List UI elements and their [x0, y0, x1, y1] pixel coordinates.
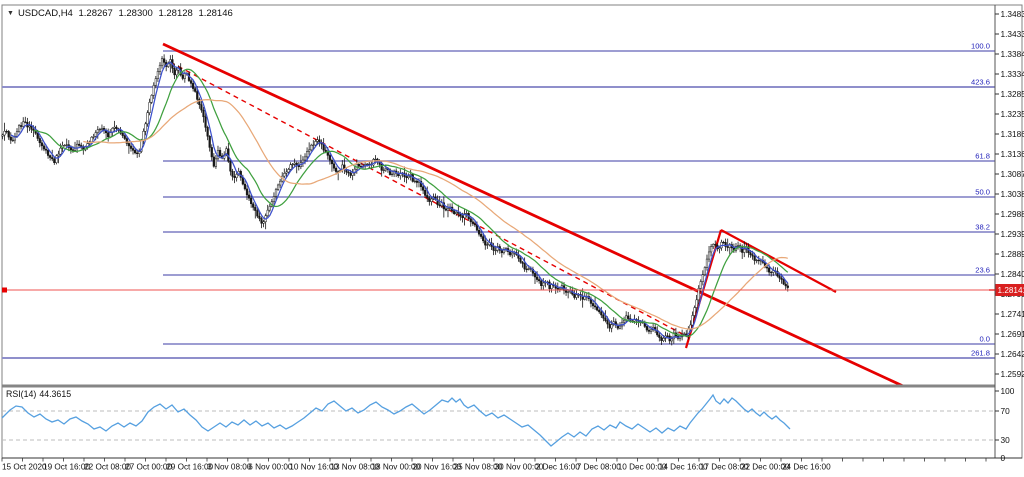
svg-text:1.28400: 1.28400: [1001, 269, 1024, 279]
svg-text:100.0: 100.0: [971, 42, 990, 51]
svg-text:1.33840: 1.33840: [1001, 49, 1024, 59]
svg-text:50.0: 50.0: [975, 188, 990, 197]
svg-text:1.29880: 1.29880: [1001, 209, 1024, 219]
ohlc-low: 1.28128: [158, 8, 193, 19]
rsi-line: [1, 393, 791, 447]
svg-text:23.6: 23.6: [975, 266, 990, 275]
svg-text:100: 100: [1001, 386, 1015, 396]
svg-text:1.31860: 1.31860: [1001, 129, 1024, 139]
svg-text:1.28890: 1.28890: [1001, 249, 1024, 259]
svg-text:1.34830: 1.34830: [1001, 9, 1024, 19]
svg-text:22 Oct 08:00: 22 Oct 08:00: [84, 463, 131, 472]
ma-fast: [10, 61, 789, 339]
chart-title: ▼ USDCAD,H4 1.28267 1.28300 1.28128 1.281…: [7, 8, 236, 19]
svg-text:13 Nov 08:00: 13 Nov 08:00: [330, 463, 379, 472]
rsi-panel[interactable]: 100 70 30 0: [1, 386, 1015, 463]
svg-text:20 Nov 16:00: 20 Nov 16:00: [413, 463, 462, 472]
svg-text:3 Nov 08:00: 3 Nov 08:00: [207, 463, 252, 472]
svg-text:19 Oct 16:00: 19 Oct 16:00: [43, 463, 90, 472]
svg-text:14 Dec 16:00: 14 Dec 16:00: [659, 463, 708, 472]
ohlc-high: 1.28300: [118, 8, 153, 19]
svg-text:6 Nov 00:00: 6 Nov 00:00: [248, 463, 293, 472]
svg-text:25 Nov 08:00: 25 Nov 08:00: [454, 463, 503, 472]
svg-text:1.31360: 1.31360: [1001, 149, 1024, 159]
svg-text:1.26420: 1.26420: [1001, 349, 1024, 359]
price-axis: 1.34830 1.34330 1.33840 1.33340 1.32850 1.323…: [995, 9, 1024, 379]
rsi-indicator-label: RSI(14) 44.3615: [6, 389, 74, 399]
svg-text:15 Oct 2020: 15 Oct 2020: [2, 463, 47, 472]
svg-text:22 Dec 00:00: 22 Dec 00:00: [741, 463, 790, 472]
svg-text:1.26910: 1.26910: [1001, 329, 1024, 339]
svg-text:261.8: 261.8: [971, 349, 990, 358]
svg-text:1.33340: 1.33340: [1001, 69, 1024, 79]
trendlines[interactable]: [162, 42, 904, 388]
svg-text:29 Oct 16:00: 29 Oct 16:00: [166, 463, 213, 472]
ma-medium: [33, 68, 789, 337]
svg-text:1.32350: 1.32350: [1001, 109, 1024, 119]
symbol-dropdown-icon[interactable]: ▼: [7, 10, 14, 17]
svg-text:1.34330: 1.34330: [1001, 29, 1024, 39]
svg-text:0: 0: [1001, 453, 1006, 463]
ohlc-close: 1.28146: [198, 8, 233, 19]
svg-text:17 Dec 08:00: 17 Dec 08:00: [700, 463, 749, 472]
moving-averages: [10, 61, 789, 339]
candlesticks: [1, 54, 789, 346]
svg-text:1.25920: 1.25920: [1001, 369, 1024, 379]
svg-text:7 Dec 08:00: 7 Dec 08:00: [577, 463, 622, 472]
rsi-value: 44.3615: [39, 389, 72, 399]
svg-text:70: 70: [1001, 406, 1011, 416]
svg-text:18 Nov 00:00: 18 Nov 00:00: [371, 463, 420, 472]
svg-text:61.8: 61.8: [975, 152, 990, 161]
svg-text:24 Dec 16:00: 24 Dec 16:00: [782, 463, 831, 472]
svg-text:0.0: 0.0: [979, 335, 990, 344]
rsi-name: RSI(14): [6, 389, 37, 399]
current-price-line[interactable]: [2, 287, 995, 293]
svg-text:10 Dec 00:00: 10 Dec 00:00: [618, 463, 667, 472]
svg-text:30: 30: [1001, 435, 1011, 445]
svg-text:1.27410: 1.27410: [1001, 309, 1024, 319]
svg-text:30 Nov 00:00: 30 Nov 00:00: [495, 463, 544, 472]
symbol-period-label: USDCAD,H4: [17, 8, 73, 19]
ohlc-open: 1.28267: [78, 8, 113, 19]
svg-text:1.32850: 1.32850: [1001, 89, 1024, 99]
svg-text:1.30870: 1.30870: [1001, 169, 1024, 179]
svg-text:38.2: 38.2: [975, 223, 990, 232]
svg-text:1.29390: 1.29390: [1001, 229, 1024, 239]
svg-text:423.6: 423.6: [971, 78, 990, 87]
ma-slow: [83, 98, 788, 330]
svg-text:2 Dec 16:00: 2 Dec 16:00: [536, 463, 581, 472]
svg-text:27 Oct 00:00: 27 Oct 00:00: [125, 463, 172, 472]
svg-text:1.30380: 1.30380: [1001, 189, 1024, 199]
panel-separator[interactable]: [2, 384, 995, 388]
svg-text:10 Nov 16:00: 10 Nov 16:00: [289, 463, 338, 472]
